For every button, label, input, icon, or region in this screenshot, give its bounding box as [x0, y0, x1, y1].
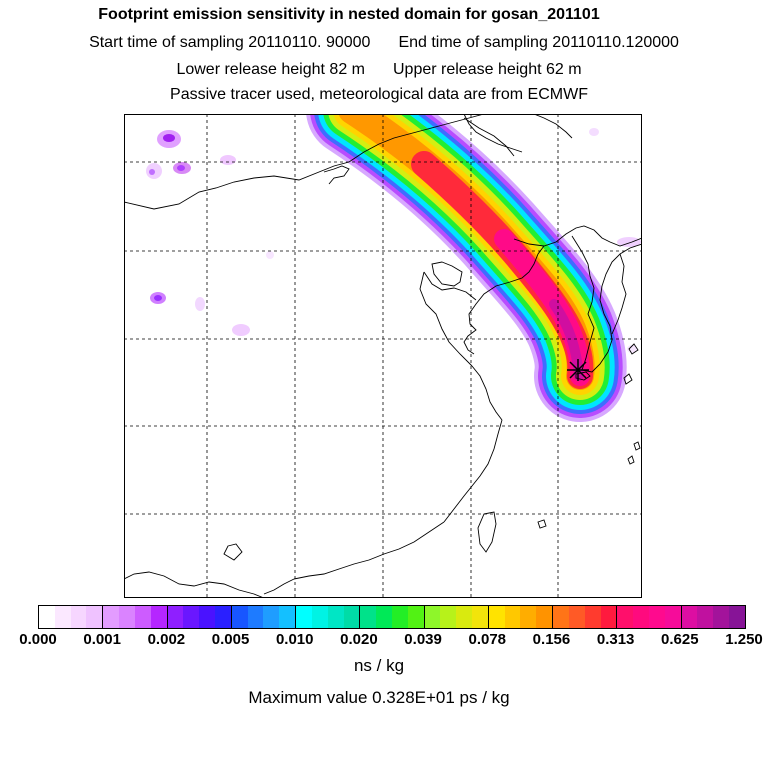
- colorbar-block: [167, 606, 232, 628]
- colorbar-segment: [488, 606, 505, 628]
- plot-title: Footprint emission sensitivity in nested…: [98, 6, 600, 23]
- colorbar-block: [617, 606, 682, 628]
- colorbar-segment: [39, 606, 55, 628]
- colorbar-tick-label: 0.156: [532, 631, 571, 648]
- colorbar-segment: [729, 606, 745, 628]
- colorbar-segment: [584, 606, 601, 628]
- sensitivity-patches: [146, 128, 641, 353]
- coastlines: [124, 114, 642, 598]
- colorbar-segment: [199, 606, 215, 628]
- colorbar-block: [39, 606, 104, 628]
- colorbar-segment: [247, 606, 264, 628]
- colorbar-segment: [697, 606, 714, 628]
- colorbar-segment: [520, 606, 537, 628]
- colorbar-segment: [70, 606, 87, 628]
- colorbar-tick-label: 0.313: [596, 631, 635, 648]
- colorbar-tick-label: 0.078: [468, 631, 507, 648]
- colorbar-segment: [311, 606, 328, 628]
- colorbar-segment: [150, 606, 167, 628]
- colorbar-segment: [134, 606, 151, 628]
- start-time-label: Start time of sampling 20110110. 90000: [89, 34, 371, 51]
- colorbar-segment: [296, 606, 312, 628]
- colorbar-tick-label: 1.250: [725, 631, 763, 648]
- colorbar-segment: [440, 606, 457, 628]
- colorbar-segment: [504, 606, 521, 628]
- colorbar-segment: [183, 606, 200, 628]
- colorbar-segment: [633, 606, 650, 628]
- sampling-times: Start time of sampling 20110110. 90000 En…: [0, 34, 768, 52]
- colorbar-segment: [472, 606, 488, 628]
- colorbar-segment: [263, 606, 280, 628]
- colorbar-segment: [119, 606, 135, 628]
- colorbar-block: [553, 606, 618, 628]
- colorbar-tick-label: 0.002: [147, 631, 186, 648]
- lat-lon-grid: [124, 114, 642, 598]
- emission-plume: [306, 114, 627, 422]
- colorbar-tick-label: 0.039: [404, 631, 442, 648]
- colorbar-tick-label: 0.625: [661, 631, 699, 648]
- colorbar-tick-label: 0.005: [211, 631, 250, 648]
- colorbar-tick-label: 0.000: [19, 631, 57, 648]
- receptor-marker: [567, 359, 589, 381]
- colorbar-segment: [424, 606, 441, 628]
- colorbar-segment: [536, 606, 553, 628]
- lower-release-label: Lower release height 82 m: [176, 61, 365, 78]
- colorbar-segment: [391, 606, 408, 628]
- colorbar-segment: [407, 606, 424, 628]
- map-panel: [124, 114, 642, 598]
- end-time-label: End time of sampling 20110110.120000: [398, 34, 679, 51]
- colorbar-segment: [167, 606, 184, 628]
- colorbar-segment: [681, 606, 698, 628]
- colorbar-segment: [54, 606, 71, 628]
- colorbar-segment: [279, 606, 296, 628]
- colorbar-segment: [600, 606, 617, 628]
- colorbar-segment: [568, 606, 585, 628]
- colorbar-segment: [713, 606, 730, 628]
- colorbar-segment: [214, 606, 231, 628]
- colorbar-segment: [617, 606, 634, 628]
- colorbar-tick-label: 0.010: [275, 631, 314, 648]
- colorbar-units: ns / kg: [353, 656, 405, 675]
- colorbar-segment: [360, 606, 377, 628]
- colorbar-segment: [649, 606, 665, 628]
- colorbar-segment: [553, 606, 569, 628]
- release-heights: Lower release height 82 m Upper release h…: [0, 61, 763, 79]
- colorbar-block: [103, 606, 168, 628]
- colorbar-block: [488, 606, 554, 628]
- colorbar-segment: [231, 606, 248, 628]
- tracer-info: Passive tracer used, meteorological data…: [170, 86, 588, 103]
- colorbar-tick-label: 0.001: [83, 631, 121, 648]
- colorbar-block: [296, 606, 361, 628]
- colorbar: [38, 605, 746, 629]
- colorbar-segment: [456, 606, 473, 628]
- colorbar-segment: [343, 606, 360, 628]
- upper-release-label: Upper release height 62 m: [393, 61, 582, 78]
- colorbar-tick-label: 0.020: [340, 631, 378, 648]
- map-frame: [124, 114, 642, 598]
- colorbar-block: [424, 606, 489, 628]
- colorbar-segment: [376, 606, 392, 628]
- colorbar-segment: [664, 606, 681, 628]
- colorbar-segment: [103, 606, 120, 628]
- colorbar-segment: [327, 606, 344, 628]
- maximum-value-label: Maximum value 0.328E+01 ps / kg: [248, 688, 510, 707]
- colorbar-block: [360, 606, 425, 628]
- colorbar-block: [681, 606, 745, 628]
- colorbar-segment: [86, 606, 103, 628]
- colorbar-block: [231, 606, 297, 628]
